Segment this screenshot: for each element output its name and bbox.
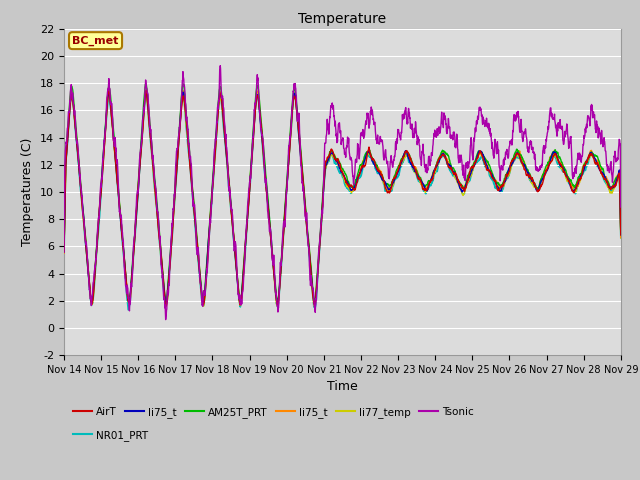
Text: BC_met: BC_met [72, 36, 119, 46]
Y-axis label: Temperatures (C): Temperatures (C) [22, 138, 35, 246]
X-axis label: Time: Time [327, 381, 358, 394]
Legend: NR01_PRT: NR01_PRT [69, 426, 152, 445]
Title: Temperature: Temperature [298, 12, 387, 26]
